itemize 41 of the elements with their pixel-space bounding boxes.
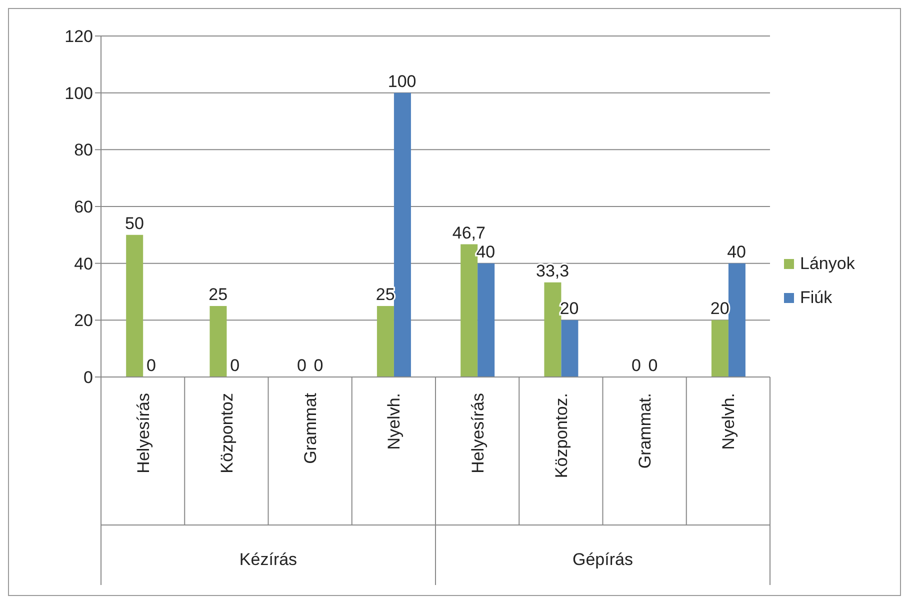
y-tick-label: 40 xyxy=(74,254,93,274)
data-label: 25 xyxy=(208,284,228,304)
bar xyxy=(376,306,394,377)
x-tick-label: Központoz. xyxy=(552,393,571,478)
data-label: 0 xyxy=(648,356,658,375)
bar xyxy=(544,282,562,377)
x-tick-label: Nyelvh. xyxy=(719,393,738,450)
data-label: 0 xyxy=(230,356,240,375)
text: Kézírás xyxy=(239,550,298,569)
data-label: 40 xyxy=(727,242,746,262)
data-label: 100 xyxy=(388,72,416,91)
data-label: 0 xyxy=(314,356,324,375)
y-tick-label: 0 xyxy=(84,368,93,388)
y-tick-label: 100 xyxy=(64,84,93,103)
data-label: 0 xyxy=(146,356,156,375)
y-tick-label: 60 xyxy=(74,198,93,217)
x-tick-label: Nyelvh. xyxy=(384,393,404,450)
x-tick-label: Grammat xyxy=(301,392,320,464)
data-label: 46,7 xyxy=(452,223,486,242)
x-tick-label: Helyesírás xyxy=(468,393,488,474)
data-label: 33,3 xyxy=(536,261,570,280)
bar xyxy=(210,306,227,377)
data-label: 0 xyxy=(631,356,641,375)
bar xyxy=(126,234,144,377)
y-tick-label: 80 xyxy=(74,140,93,160)
x-tick-label: Grammat. xyxy=(636,393,655,469)
x-tick-label: Központoz xyxy=(217,393,236,474)
y-tick-label: 20 xyxy=(74,311,93,330)
data-label: 0 xyxy=(296,356,306,375)
y-tick-label: 120 xyxy=(64,27,93,46)
bar xyxy=(711,320,728,377)
text: Gépírás xyxy=(572,550,633,569)
bar xyxy=(394,92,411,377)
data-label: 50 xyxy=(124,214,144,233)
x-tick-label: Helyesírás xyxy=(134,393,153,474)
bar xyxy=(478,263,495,377)
legend-label: Fiúk xyxy=(800,287,832,310)
bar xyxy=(561,320,578,377)
bar xyxy=(460,244,478,377)
bar xyxy=(728,263,746,377)
legend-label: Lányok xyxy=(800,253,855,276)
